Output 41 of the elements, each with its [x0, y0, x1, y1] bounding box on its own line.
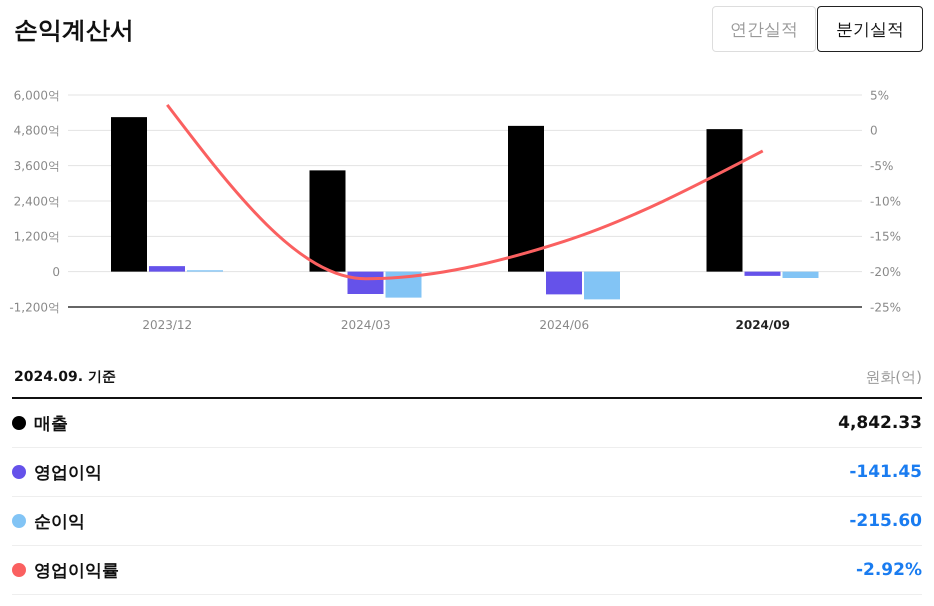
bar: [149, 266, 185, 272]
text: -2.92%: [856, 560, 922, 580]
annual-button: 연간실적: [712, 6, 816, 52]
y2-tick-label: -25%: [870, 300, 902, 314]
chart-title: 손익계산서: [14, 15, 134, 46]
y-tick-label: 0: [52, 264, 60, 279]
text: -215.60: [849, 511, 922, 531]
y2-tick-label: -5%: [870, 158, 894, 173]
text: 2024.09. 기준: [14, 368, 116, 386]
y2-tick-label: -15%: [870, 230, 902, 244]
y-tick-label: 3,600억: [14, 158, 60, 173]
legend-label: 매출: [34, 412, 68, 434]
x-tick-label: 2024/09: [736, 318, 790, 332]
y2-tick-label: 5%: [870, 88, 890, 102]
text: 원화(억): [865, 368, 922, 387]
x-tick-label: 2024/03: [340, 318, 391, 332]
x-tick-label: 2023/12: [142, 318, 192, 332]
bar: [310, 170, 346, 272]
y-tick-label: 4,800억: [14, 124, 60, 138]
line-series: [166, 103, 764, 280]
legend-label: 순이익: [34, 510, 85, 532]
bar: [546, 272, 582, 294]
legend-label: 영업이익: [34, 462, 102, 484]
text: -141.45: [849, 462, 922, 482]
bar: [584, 272, 620, 300]
quarterly-button: 분기실적: [817, 6, 923, 52]
bar: [508, 126, 544, 272]
x-tick-label: 2024/06: [539, 318, 590, 332]
legend-label: 영업이익률: [34, 560, 119, 582]
y-tick-label: 6,000억: [14, 88, 60, 102]
y2-tick-label: -10%: [870, 194, 902, 208]
text: 4,842.33: [838, 413, 922, 433]
bar: [111, 117, 147, 272]
bar: [782, 272, 818, 278]
y-tick-label: 1,200억: [14, 230, 60, 244]
bar: [744, 272, 780, 276]
y2-tick-label: 0: [870, 124, 878, 138]
y2-tick-label: -20%: [870, 264, 902, 279]
y-tick-label: 2,400억: [14, 194, 60, 208]
bar: [706, 129, 742, 272]
y-tick-label: -1,200억: [9, 300, 60, 314]
